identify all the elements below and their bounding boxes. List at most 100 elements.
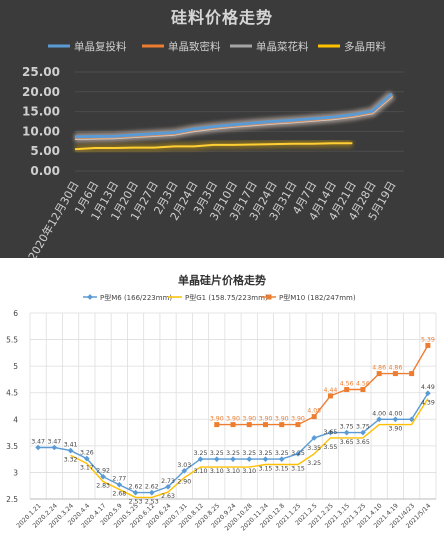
data-point	[360, 429, 366, 436]
data-label: 3.75	[340, 424, 354, 431]
data-point	[246, 456, 253, 462]
data-label: 2.73	[161, 478, 175, 485]
data-label: 3.55	[324, 444, 338, 451]
data-point	[279, 422, 285, 428]
data-label: 2.62	[145, 484, 159, 491]
data-point	[409, 371, 415, 377]
y-tick-label: 20.00	[22, 85, 60, 99]
legend-item: P型M6 (166/223mm)	[83, 293, 172, 302]
data-label: 3.25	[291, 450, 305, 457]
data-point	[181, 468, 188, 474]
data-label: 3.10	[242, 468, 256, 475]
data-label: 3.47	[47, 438, 61, 445]
legend-label: 多晶用料	[344, 40, 386, 53]
data-label: 3.15	[291, 465, 305, 472]
data-label: 2.77	[112, 476, 126, 483]
silicon-price-plot: 单晶复投料 单晶致密料 单晶菜花料 多晶用料 0.00 5.00 10.00 15.00 20.…	[22, 40, 404, 258]
data-label: 3.25	[226, 450, 240, 457]
chart-title: 单晶硅片价格走势	[178, 274, 266, 287]
data-label: 2.53	[145, 498, 159, 505]
data-point	[213, 456, 220, 462]
data-point	[51, 444, 58, 451]
data-point	[376, 371, 382, 377]
data-label: 4.39	[421, 400, 435, 407]
legend-item: 单晶致密料	[142, 40, 221, 53]
wafer-price-chart: 单晶硅片价格走势 P型M6 (166/223mm) P型G1 (158.75/22…	[0, 262, 444, 542]
data-point	[327, 393, 333, 399]
data-point	[392, 371, 398, 377]
data-point	[230, 456, 236, 462]
data-point	[344, 387, 350, 393]
legend-label: P型G1 (158.75/223mm)	[185, 293, 268, 302]
data-label: 3.03	[177, 462, 191, 469]
data-label: 2.53	[129, 498, 143, 505]
data-label: 3.17	[80, 464, 94, 471]
y-tick-label: 3.5	[6, 442, 18, 451]
wafer-price-plot: P型M6 (166/223mm) P型G1 (158.75/223mm) P型M10…	[6, 293, 437, 532]
y-tick-label: 0.00	[30, 164, 60, 178]
data-point	[278, 456, 285, 462]
y-tick-label: 6	[13, 309, 18, 318]
legend-label: 单晶致密料	[168, 40, 221, 53]
data-label: 4.56	[340, 381, 354, 388]
data-point	[262, 456, 269, 462]
data-label: 3.47	[31, 438, 45, 445]
data-label: 3.25	[242, 450, 256, 457]
data-point	[67, 447, 74, 454]
legend-label: P型M10 (182/247mm)	[279, 293, 356, 302]
data-point	[35, 444, 41, 451]
data-point	[214, 422, 220, 428]
data-label: 4.00	[389, 410, 403, 417]
legend-label: P型M6 (166/223mm)	[100, 293, 172, 302]
data-label: 4.86	[372, 365, 386, 372]
silicon-price-chart: 硅料价格走势 单晶复投料 单晶致密料 单晶菜花料 多晶用料 0.00 5.00 10.00 1…	[0, 0, 444, 258]
legend-item: 单晶复投料	[48, 40, 127, 53]
data-label: 2.92	[96, 468, 110, 475]
data-label: 2.63	[161, 493, 175, 500]
y-tick-label: 2.5	[6, 495, 18, 504]
data-point	[376, 416, 382, 423]
legend-item: 多晶用料	[318, 40, 386, 53]
data-point	[425, 342, 431, 348]
legend-marker	[266, 294, 272, 300]
y-tick-label: 4	[13, 415, 18, 424]
y-tick-label: 5.00	[30, 144, 60, 158]
data-label: 4.86	[389, 365, 403, 372]
data-label: 5.39	[421, 336, 435, 343]
data-label: 4.56	[356, 381, 370, 388]
data-label: 3.15	[275, 465, 289, 472]
y-tick-label: 5.5	[6, 336, 18, 345]
series-line	[70, 398, 429, 499]
y-tick-label: 15.00	[22, 105, 60, 119]
y-tick-label: 25.00	[22, 65, 60, 79]
data-point	[327, 429, 334, 436]
legend-marker	[87, 294, 93, 300]
data-label: 2.90	[177, 479, 191, 486]
y-tick-label: 3	[13, 468, 18, 477]
data-label: 3.25	[307, 460, 321, 467]
data-label: 2.62	[129, 484, 143, 491]
data-point	[197, 456, 204, 462]
data-label: 3.10	[226, 468, 240, 475]
data-point	[295, 451, 301, 457]
series-line	[216, 345, 429, 426]
data-label: 3.32	[64, 456, 78, 463]
data-point	[84, 455, 90, 462]
data-label: 3.25	[259, 450, 273, 457]
data-label: 4.05	[307, 408, 321, 415]
data-point	[343, 429, 350, 436]
data-label: 4.00	[372, 410, 386, 417]
data-label: 3.90	[226, 416, 240, 423]
series-line	[74, 92, 393, 139]
data-point	[360, 387, 366, 393]
data-label: 3.90	[291, 416, 305, 423]
data-label: 3.90	[210, 416, 224, 423]
data-point	[392, 416, 399, 423]
data-point	[100, 473, 106, 480]
data-label: 4.49	[421, 384, 435, 391]
data-label: 3.90	[259, 416, 273, 423]
data-label: 3.65	[356, 439, 370, 446]
data-label: 3.10	[194, 468, 208, 475]
legend-item: P型G1 (158.75/223mm)	[168, 293, 268, 302]
y-tick-label: 10.00	[22, 124, 60, 138]
